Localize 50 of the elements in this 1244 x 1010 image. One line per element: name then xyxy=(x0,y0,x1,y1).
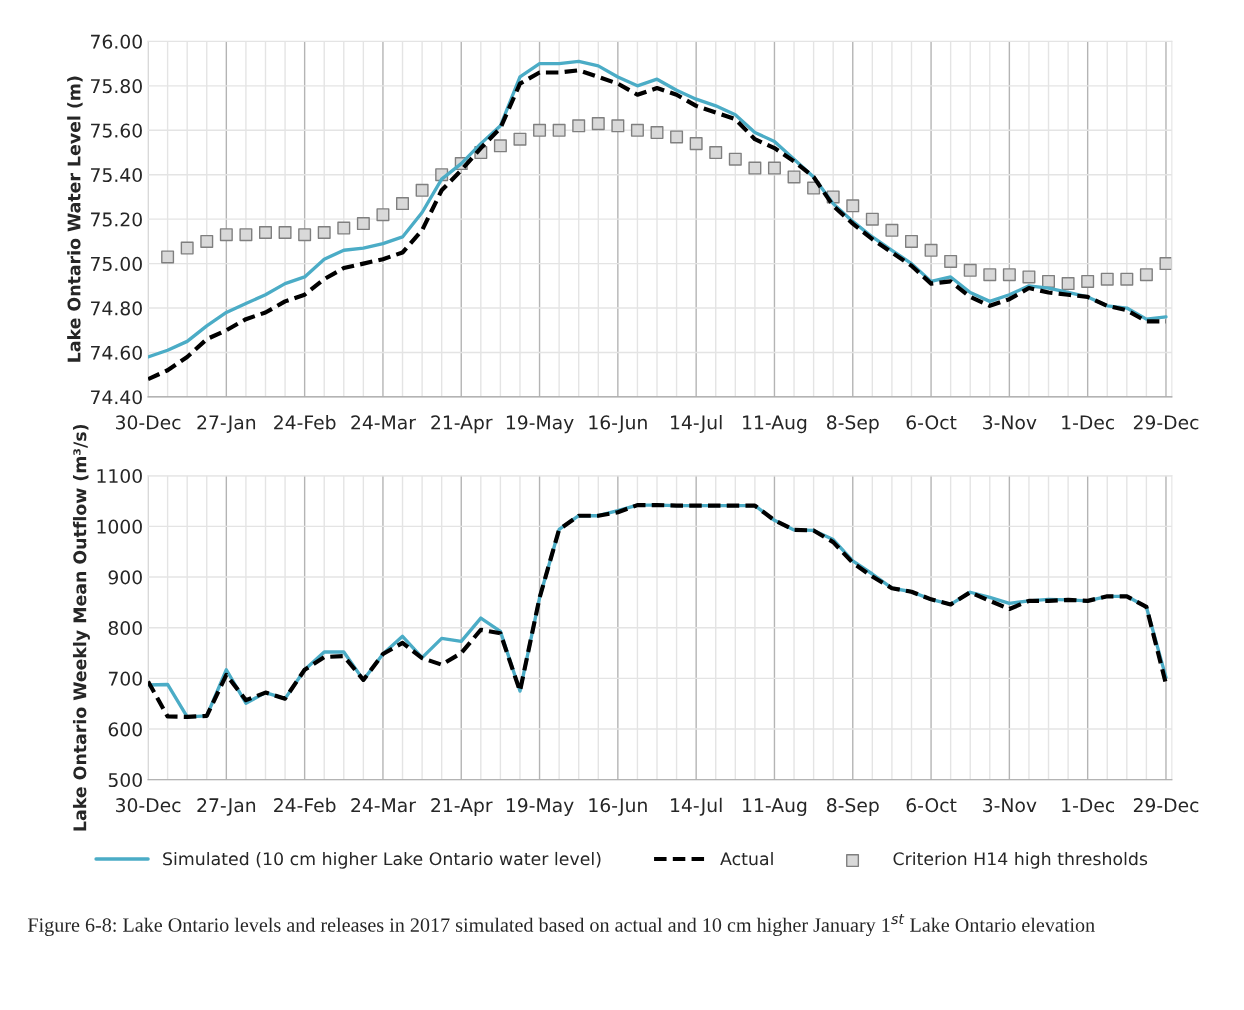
x-tick-label: 16-Jun xyxy=(589,415,647,433)
x-tick-label: 27-Jan xyxy=(197,415,256,433)
y-tick-label: 500 xyxy=(108,772,142,788)
y-tick-label: 800 xyxy=(108,620,142,636)
x-tick-label: 11-Aug xyxy=(743,415,807,434)
x-tick-label: 3-Nov xyxy=(983,415,1037,430)
x-tick-label: 19-May xyxy=(506,798,574,816)
x-tick-label: 30-Dec xyxy=(116,798,181,813)
x-tick-label: 16-Jun xyxy=(589,798,647,816)
y-tick-label: 700 xyxy=(108,671,142,686)
x-tick-label: 8-Sep xyxy=(827,798,879,816)
x-tick-label: 24-Feb xyxy=(274,414,336,430)
y-tick-label: 75.40 xyxy=(91,167,142,183)
y-axis-title: Lake Ontario Water Level (m) xyxy=(67,76,83,362)
x-tick-label: 21-Apr xyxy=(431,798,493,816)
y-tick-label: 75.60 xyxy=(91,123,142,138)
x-tick-label: 21-Apr xyxy=(431,415,493,434)
y-tick-label: 74.80 xyxy=(91,301,142,316)
x-tick-label: 24-Feb xyxy=(274,797,336,813)
legend-label: Criterion H14 high thresholds xyxy=(893,851,1148,869)
y-tick-label: 600 xyxy=(108,722,142,737)
y-tick-label: 74.60 xyxy=(91,345,142,360)
y-tick-label: 75.20 xyxy=(91,212,142,227)
x-tick-label: 24-Mar xyxy=(351,415,416,430)
x-tick-label: 8-Sep xyxy=(827,415,879,434)
y-tick-label: 74.40 xyxy=(91,390,142,405)
y-axis-title: Lake Ontario Weekly Mean Outflow (m³/s) xyxy=(72,424,90,831)
x-tick-label: 6-Oct xyxy=(906,798,957,813)
x-tick-label: 14-Jul xyxy=(671,414,722,433)
x-tick-label: 14-Jul xyxy=(671,797,722,816)
y-tick-label: 75.80 xyxy=(91,79,142,94)
x-tick-label: 3-Nov xyxy=(983,798,1037,813)
y-tick-label: 1000 xyxy=(97,519,142,534)
x-tick-label: 6-Oct xyxy=(906,415,957,430)
y-tick-label: 76.00 xyxy=(91,34,142,49)
x-tick-label: 1-Dec xyxy=(1062,798,1114,813)
legend-label: Actual xyxy=(720,851,773,866)
x-tick-label: 1-Dec xyxy=(1062,415,1114,430)
x-tick-label: 29-Dec xyxy=(1133,415,1199,430)
x-tick-label: 11-Aug xyxy=(743,798,807,816)
x-tick-label: 19-May xyxy=(506,415,574,434)
y-tick-label: 75.00 xyxy=(91,256,142,271)
x-tick-label: 27-Jan xyxy=(197,798,256,816)
x-tick-label: 30-Dec xyxy=(116,415,181,430)
caption: Figure 6-8: Lake Ontario levels and releases in 2017 simulated based on actual and 10 cm higher January 1$^{st}$ Lake Ontario elevation xyxy=(27,914,1095,936)
legend-label: Simulated (10 cm higher Lake Ontario water level) xyxy=(163,851,601,869)
y-tick-label: 900 xyxy=(108,570,142,585)
y-tick-label: 1100 xyxy=(97,468,142,484)
x-tick-label: 29-Dec xyxy=(1133,798,1199,813)
x-tick-label: 24-Mar xyxy=(351,798,416,813)
